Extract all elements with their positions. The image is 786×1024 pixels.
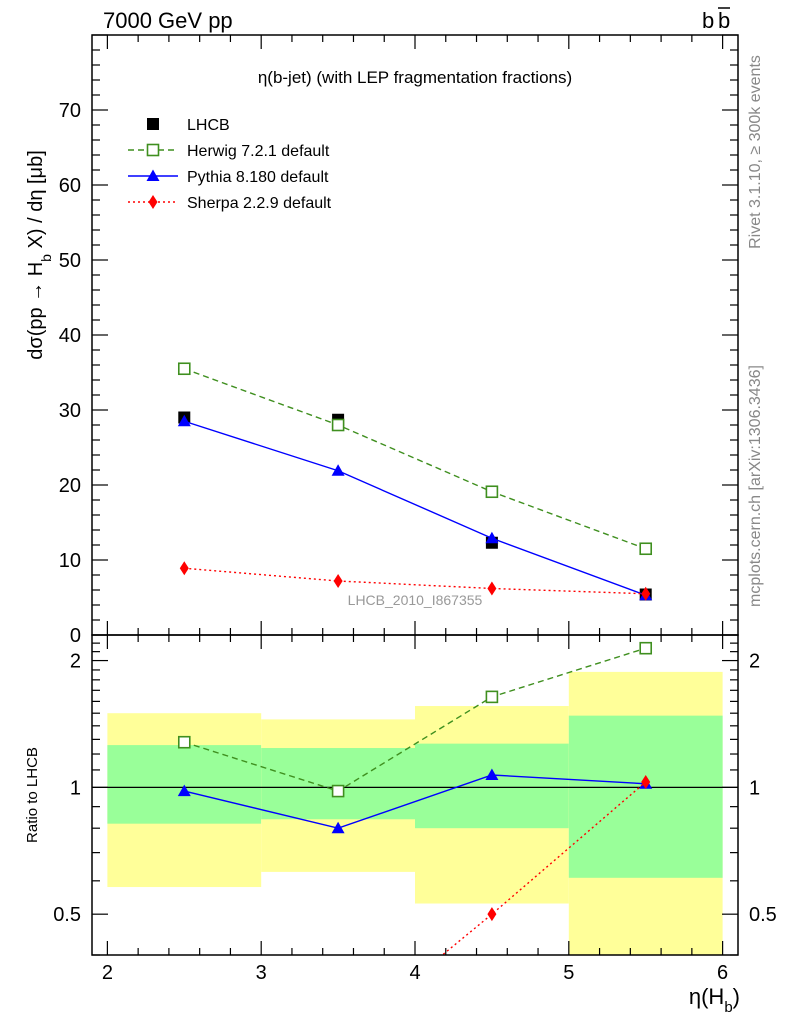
- legend: LHCB Herwig 7.2.1 default Pythia 8.180 def…: [128, 117, 332, 212]
- main-title: η(b-jet) (with LEP fragmentation fractio…: [258, 68, 572, 87]
- legend-label-pythia: Pythia 8.180 default: [187, 169, 329, 186]
- header-left: 7000 GeV pp: [103, 8, 233, 33]
- ratio-y-tick-label-left: 1: [70, 777, 81, 799]
- ratio-y-tick-label-right: 0.5: [749, 904, 777, 926]
- ratio-sherpa-marker: [487, 907, 497, 922]
- ratio-axis-ticks: [92, 635, 738, 956]
- sherpa-marker: [333, 574, 343, 588]
- main-y-tick-label: 70: [59, 100, 81, 122]
- ratio-y-tick-label-right: 1: [749, 777, 760, 799]
- x-tick-labels: 2 3 4 5 6: [102, 962, 728, 984]
- main-axis-ticks: [92, 34, 738, 636]
- ratio-uncertainty-bands: [107, 671, 723, 955]
- herwig-marker: [331, 418, 345, 432]
- ratio-herwig-line: [184, 647, 646, 792]
- legend-label-lhcb: LHCB: [187, 117, 230, 134]
- main-y-tick-label: 0: [70, 625, 81, 647]
- header-right: b b: [702, 7, 730, 33]
- x-tick-label: 3: [256, 962, 267, 984]
- sherpa-marker: [487, 581, 497, 596]
- mcplots-reference-label: mcplots.cern.ch [arXiv:1306.3436]: [747, 365, 764, 607]
- herwig-line: [184, 368, 646, 550]
- ratio-inner-band: [568, 715, 723, 878]
- sherpa-marker: [641, 586, 651, 601]
- legend-label-sherpa: Sherpa 2.2.9 default: [187, 195, 332, 212]
- ratio-pythia-marker: [485, 768, 499, 780]
- ratio-inner-band: [107, 745, 262, 824]
- ratio-series-group: [177, 641, 653, 1009]
- pythia-marker: [485, 531, 499, 544]
- main-y-tick-label: 40: [59, 325, 81, 347]
- x-axis-label: η(Hb): [689, 984, 740, 1016]
- herwig-marker: [485, 485, 499, 499]
- ratio-herwig-marker: [331, 784, 345, 798]
- header-right-bbar: b: [718, 8, 730, 33]
- ratio-y-axis-label: Ratio to LHCB: [24, 747, 41, 843]
- rivet-version-label: Rivet 3.1.10, ≥ 300k events: [747, 55, 764, 249]
- x-tick-label: 6: [717, 962, 728, 984]
- legend-label-herwig: Herwig 7.2.1 default: [187, 143, 330, 160]
- pythia-marker: [331, 464, 345, 476]
- ratio-herwig-marker: [485, 690, 499, 704]
- main-series-group: [177, 362, 653, 601]
- ratio-frame: [91, 634, 739, 956]
- ratio-pythia-marker: [331, 821, 345, 834]
- herwig-marker: [639, 542, 653, 556]
- ratio-pythia-marker: [177, 784, 191, 797]
- sherpa-marker: [179, 561, 189, 576]
- sherpa-line: [184, 567, 646, 595]
- x-tick-label: 5: [563, 962, 574, 984]
- legend-marker-pythia: [146, 169, 160, 181]
- legend-marker-lhcb: [147, 118, 159, 130]
- x-tick-label: 2: [102, 962, 113, 984]
- ratio-y-tick-labels: 0.5 0.5 1 1 2 2: [53, 651, 777, 927]
- ratio-herwig-marker: [639, 641, 653, 655]
- legend-marker-sherpa: [148, 195, 158, 209]
- ratio-pythia-line: [184, 774, 646, 829]
- ratio-inner-band: [415, 743, 569, 829]
- main-y-tick-label: 20: [59, 475, 81, 497]
- ratio-herwig-marker: [177, 735, 191, 749]
- x-tick-label: 4: [409, 962, 420, 984]
- ratio-y-tick-label-left: 2: [70, 651, 81, 673]
- header-right-b: b: [702, 8, 714, 33]
- herwig-marker: [177, 362, 191, 376]
- ratio-y-tick-label-right: 2: [749, 651, 760, 673]
- main-y-tick-label: 30: [59, 400, 81, 422]
- legend-marker-herwig: [146, 143, 160, 157]
- main-y-axis-label: dσ(pp → Hb X) / dη [μb]: [25, 150, 54, 360]
- ratio-sherpa-marker: [641, 774, 651, 789]
- analysis-watermark: LHCB_2010_I867355: [348, 592, 483, 608]
- ratio-panel: 0.5 0.5 1 1 2 2 2 3 4 5 6 Ratio to LHCB η(Hb): [24, 634, 777, 1016]
- ratio-y-tick-label-left: 0.5: [53, 904, 81, 926]
- main-y-tick-labels: 0 10 20 30 40 50 60 70: [59, 100, 81, 647]
- ratio-sherpa-marker: [180, 995, 189, 1009]
- pythia-marker: [177, 414, 191, 427]
- main-y-tick-label: 60: [59, 175, 81, 197]
- main-y-tick-label: 10: [59, 550, 81, 572]
- pythia-line: [184, 420, 646, 596]
- main-y-tick-label: 50: [59, 250, 81, 272]
